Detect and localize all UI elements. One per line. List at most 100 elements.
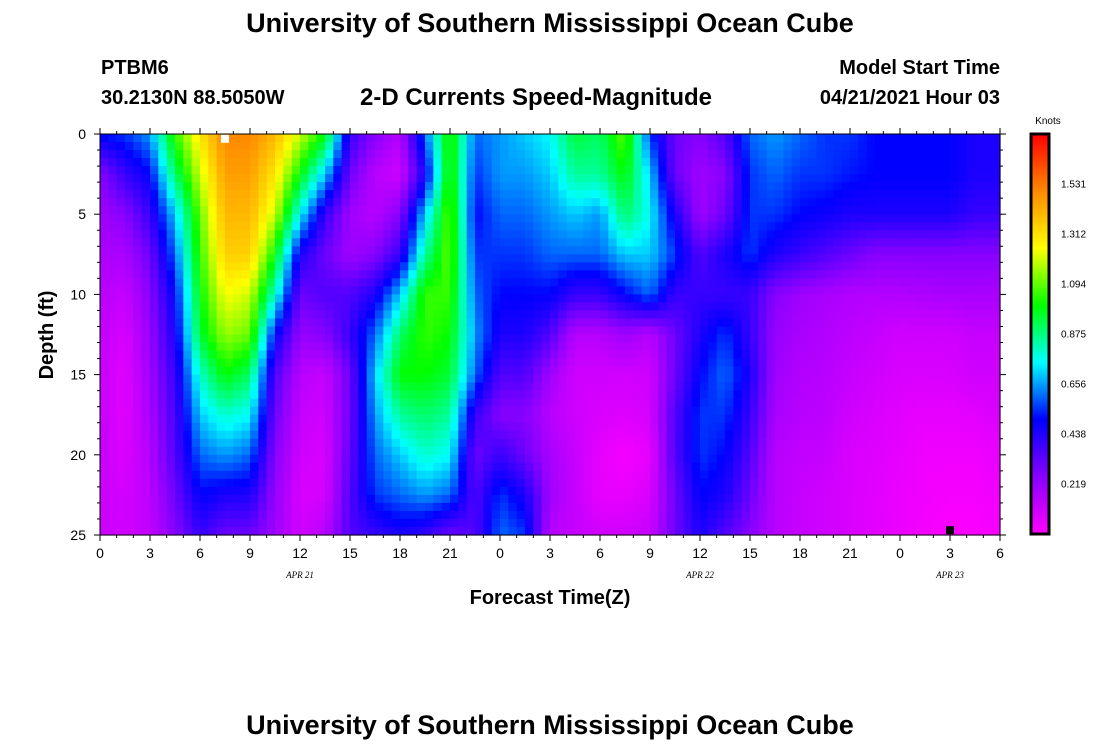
heatmap-cell <box>275 142 284 151</box>
heatmap-cell <box>333 142 343 151</box>
heatmap-cell <box>516 198 526 207</box>
heatmap-cell <box>875 254 884 263</box>
heatmap-cell <box>141 270 151 279</box>
heatmap-cell <box>775 166 784 175</box>
heatmap-cell <box>608 270 618 279</box>
heatmap-cell <box>541 142 551 151</box>
heatmap-cell <box>841 406 851 416</box>
heatmap-cell <box>591 478 601 488</box>
heatmap-cell <box>175 430 184 440</box>
heatmap-cell <box>133 518 143 528</box>
heatmap-cell <box>500 286 509 295</box>
heatmap-cell <box>683 438 693 448</box>
heatmap-cell <box>600 358 609 368</box>
heatmap-cell <box>175 494 184 504</box>
heatmap-cell <box>600 414 609 424</box>
heatmap-cell <box>366 470 376 480</box>
heatmap-cell <box>533 222 543 231</box>
heatmap-cell <box>616 526 626 536</box>
heatmap-cell <box>583 382 593 392</box>
heatmap-cell <box>675 422 684 432</box>
heatmap-cell <box>100 374 109 384</box>
heatmap-cell <box>266 446 276 456</box>
heatmap-cell <box>250 350 259 360</box>
heatmap-cell <box>375 270 384 279</box>
heatmap-cell <box>141 150 151 159</box>
heatmap-cell <box>216 294 226 304</box>
heatmap-cell <box>608 342 618 352</box>
heatmap-cell <box>233 198 243 207</box>
heatmap-cell <box>333 478 343 488</box>
heatmap-cell <box>158 510 168 520</box>
heatmap-cell <box>808 246 818 255</box>
heatmap-cell <box>825 222 834 231</box>
heatmap-cell <box>791 302 801 312</box>
heatmap-cell <box>141 454 151 464</box>
heatmap-cell <box>833 310 843 320</box>
heatmap-cell <box>391 366 401 376</box>
heatmap-cell <box>841 134 851 143</box>
heatmap-cell <box>233 230 243 239</box>
heatmap-cell <box>258 246 268 255</box>
heatmap-cell <box>341 198 351 207</box>
heatmap-cell <box>883 526 893 536</box>
heatmap-cell <box>591 318 601 328</box>
heatmap-cell <box>900 302 909 312</box>
heatmap-cell <box>316 246 326 255</box>
heatmap-cell <box>708 230 718 239</box>
heatmap-cell <box>300 422 309 432</box>
heatmap-cell <box>725 270 734 279</box>
heatmap-cell <box>483 446 493 456</box>
heatmap-cell <box>716 374 726 384</box>
heatmap-cell <box>141 198 151 207</box>
heatmap-cell <box>825 366 834 376</box>
heatmap-cell <box>600 294 609 304</box>
heatmap-cell <box>658 470 668 480</box>
heatmap-cell <box>283 246 293 255</box>
heatmap-cell <box>616 302 626 312</box>
heatmap-cell <box>758 142 768 151</box>
heatmap-cell <box>500 310 509 320</box>
heatmap-cell <box>100 230 109 239</box>
heatmap-cell <box>900 470 909 480</box>
heatmap-cell <box>275 158 284 167</box>
heatmap-cell <box>291 366 301 376</box>
heatmap-cell <box>191 134 201 143</box>
heatmap-cell <box>825 438 834 448</box>
heatmap-cell <box>791 198 801 207</box>
heatmap-cell <box>516 446 526 456</box>
heatmap-cell <box>291 478 301 488</box>
heatmap-cell <box>691 398 701 408</box>
heatmap-cell <box>541 502 551 512</box>
heatmap-cell <box>166 374 176 384</box>
heatmap-cell <box>491 150 501 159</box>
heatmap-cell <box>491 374 501 384</box>
heatmap-cell <box>775 206 784 215</box>
heatmap-cell <box>383 382 393 392</box>
heatmap-cell <box>150 478 159 488</box>
heatmap-cell <box>250 462 259 472</box>
heatmap-cell <box>708 302 718 312</box>
heatmap-cell <box>175 398 184 408</box>
heatmap-cell <box>433 494 443 504</box>
heatmap-cell <box>241 486 251 496</box>
heatmap-cell <box>116 470 126 480</box>
heatmap-cell <box>533 134 543 143</box>
heatmap-cell <box>266 318 276 328</box>
heatmap-cell <box>116 302 126 312</box>
heatmap-cell <box>541 230 551 239</box>
heatmap-cell <box>458 422 468 432</box>
heatmap-cell <box>450 350 459 360</box>
heatmap-cell <box>308 406 318 416</box>
heatmap-cell <box>600 382 609 392</box>
heatmap-cell <box>450 302 459 312</box>
heatmap-cell <box>133 422 143 432</box>
heatmap-cell <box>166 366 176 376</box>
heatmap-cell <box>566 182 576 191</box>
heatmap-cell <box>675 174 684 183</box>
heatmap-cell <box>125 190 134 199</box>
heatmap-cell <box>425 134 434 143</box>
heatmap-cell <box>425 222 434 231</box>
heatmap-cell <box>525 222 534 231</box>
heatmap-cell <box>858 518 868 528</box>
